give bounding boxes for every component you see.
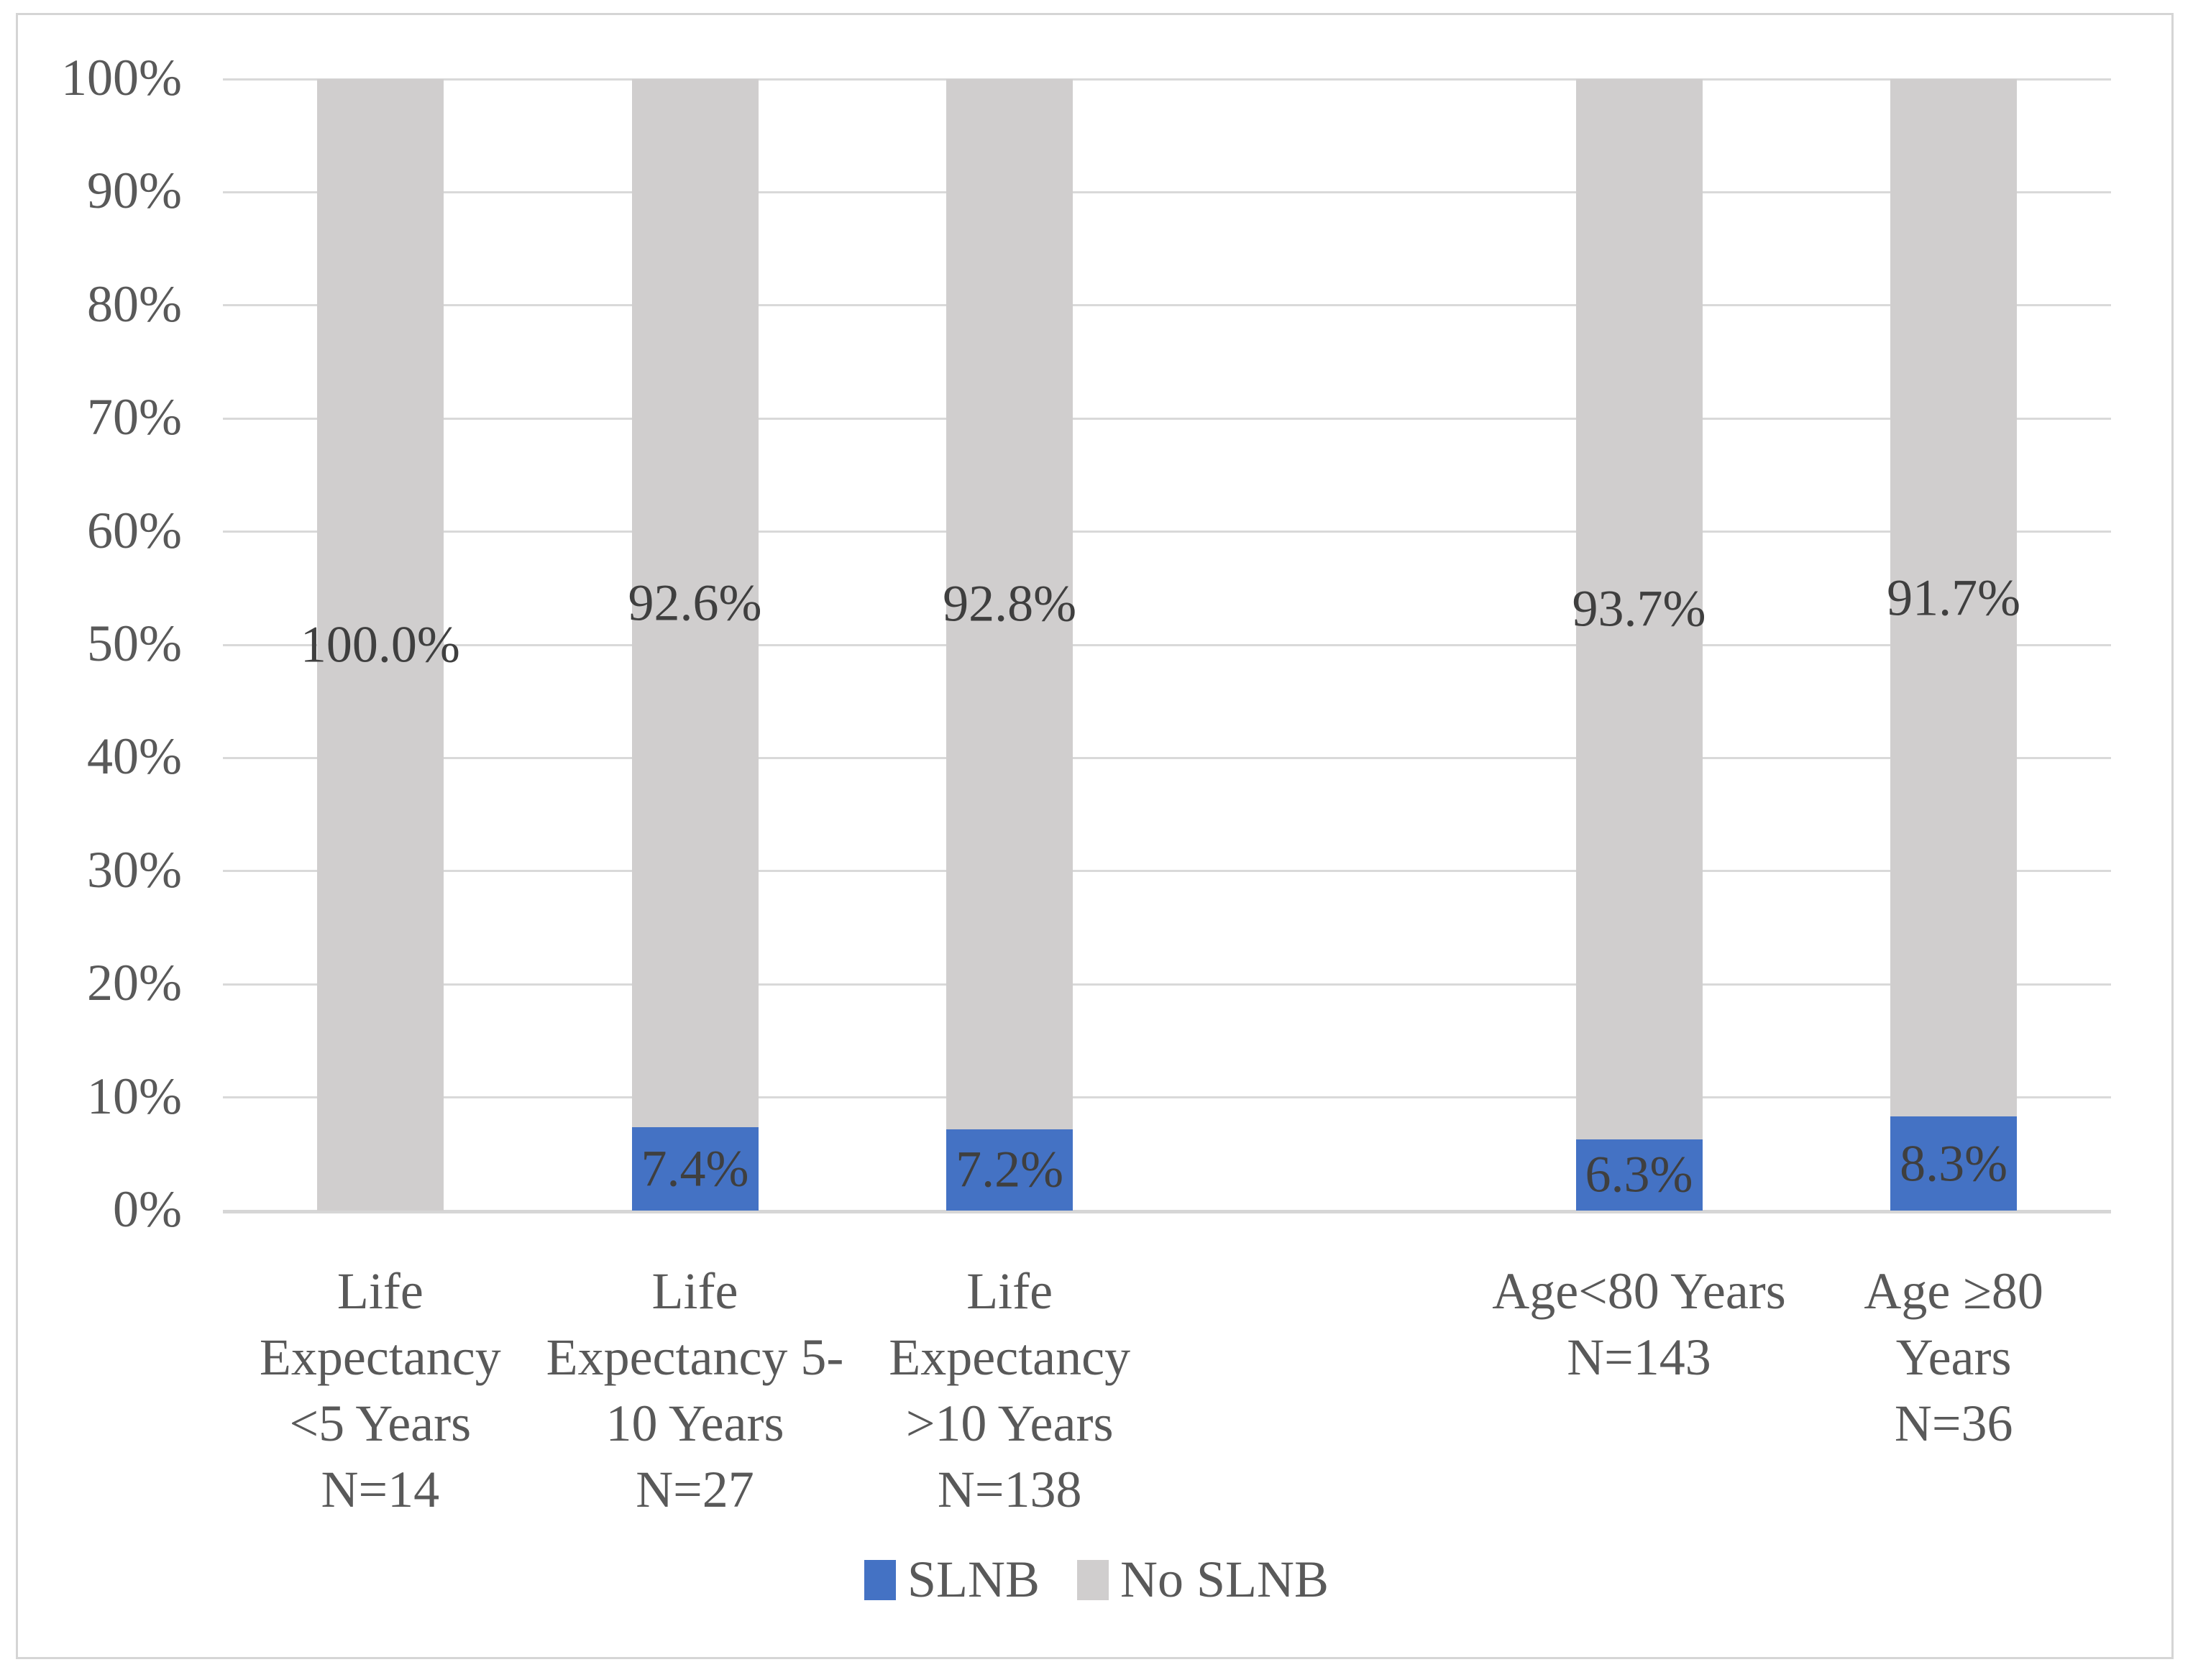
data-label: 6.3%: [1585, 1145, 1693, 1203]
x-axis-category-label: Life Expectancy <5 Years N=14: [259, 1262, 501, 1518]
gridline: [223, 417, 2111, 420]
data-label: 92.6%: [628, 574, 762, 632]
gridline: [223, 531, 2111, 533]
y-axis-tick-label: 40%: [87, 727, 182, 786]
legend-label-no-slnb: No SLNB: [1120, 1551, 1329, 1608]
legend-swatch-no-slnb-icon: [1077, 1559, 1109, 1600]
y-axis-tick-label: 0%: [113, 1180, 182, 1238]
gridline: [223, 870, 2111, 873]
data-label: 7.2%: [956, 1140, 1064, 1198]
bar-segment-no-slnb: [1575, 79, 1703, 1139]
data-label: 7.4%: [641, 1139, 749, 1198]
gridline: [223, 304, 2111, 307]
gridline: [223, 983, 2111, 986]
gridline: [223, 643, 2111, 646]
x-axis-category-label: Life Expectancy 5- 10 Years N=27: [546, 1262, 844, 1518]
gridline: [223, 191, 2111, 193]
x-axis-labels: Life Expectancy <5 Years N=14 Life Expect…: [0, 1258, 2193, 1531]
gridline: [223, 756, 2111, 759]
data-label: 8.3%: [1900, 1134, 2008, 1193]
data-label: 100.0%: [300, 615, 460, 674]
data-label: 92.8%: [943, 574, 1077, 633]
y-axis-tick-label: 50%: [87, 614, 182, 672]
bar-segment-slnb: [1890, 1116, 2018, 1211]
y-axis-tick-label: 30%: [87, 840, 182, 899]
y-axis-tick-label: 10%: [87, 1067, 182, 1125]
plot-area: 100.0% 7.4% 92.6% 7.2% 92.8% 6.3% 93.7% 8.3% 91.…: [223, 78, 2111, 1213]
y-axis-tick-label: 100%: [61, 48, 182, 106]
bar-segment-slnb: [631, 1126, 759, 1211]
bar-segment-no-slnb: [1890, 79, 2018, 1117]
bar-segment-slnb: [1575, 1139, 1703, 1211]
chart-border-frame: [16, 13, 2174, 1659]
x-axis-line: [223, 1210, 2111, 1213]
legend-label-slnb: SLNB: [907, 1551, 1040, 1608]
legend: SLNB No SLNB: [0, 1550, 2193, 1610]
y-axis: 0% 10% 20% 30% 40% 50% 60% 70% 80% 90% 100%: [0, 49, 182, 1238]
legend-item-slnb: SLNB: [864, 1550, 1040, 1610]
bar-segment-no-slnb: [316, 79, 444, 1211]
gridline: [223, 78, 2111, 81]
data-label: 93.7%: [1572, 579, 1706, 638]
bar-segment-slnb: [946, 1129, 1073, 1211]
x-axis-category-label: Life Expectancy >10 Years N=138: [889, 1262, 1131, 1518]
y-axis-tick-label: 20%: [87, 954, 182, 1012]
bar-segment-no-slnb: [946, 79, 1073, 1129]
y-axis-tick-label: 60%: [87, 501, 182, 559]
bar-segment-no-slnb: [631, 79, 759, 1127]
y-axis-tick-label: 70%: [87, 388, 182, 446]
x-axis-category-label: Age<80 Years N=143: [1492, 1262, 1786, 1386]
data-label: 91.7%: [1887, 569, 2021, 627]
legend-item-no-slnb: No SLNB: [1077, 1550, 1329, 1610]
legend-swatch-slnb-icon: [864, 1559, 896, 1600]
gridline: [223, 1096, 2111, 1099]
x-axis-category-label: Age ≥80 Years N=36: [1864, 1262, 2043, 1452]
y-axis-tick-label: 80%: [87, 275, 182, 333]
y-axis-tick-label: 90%: [87, 162, 182, 220]
